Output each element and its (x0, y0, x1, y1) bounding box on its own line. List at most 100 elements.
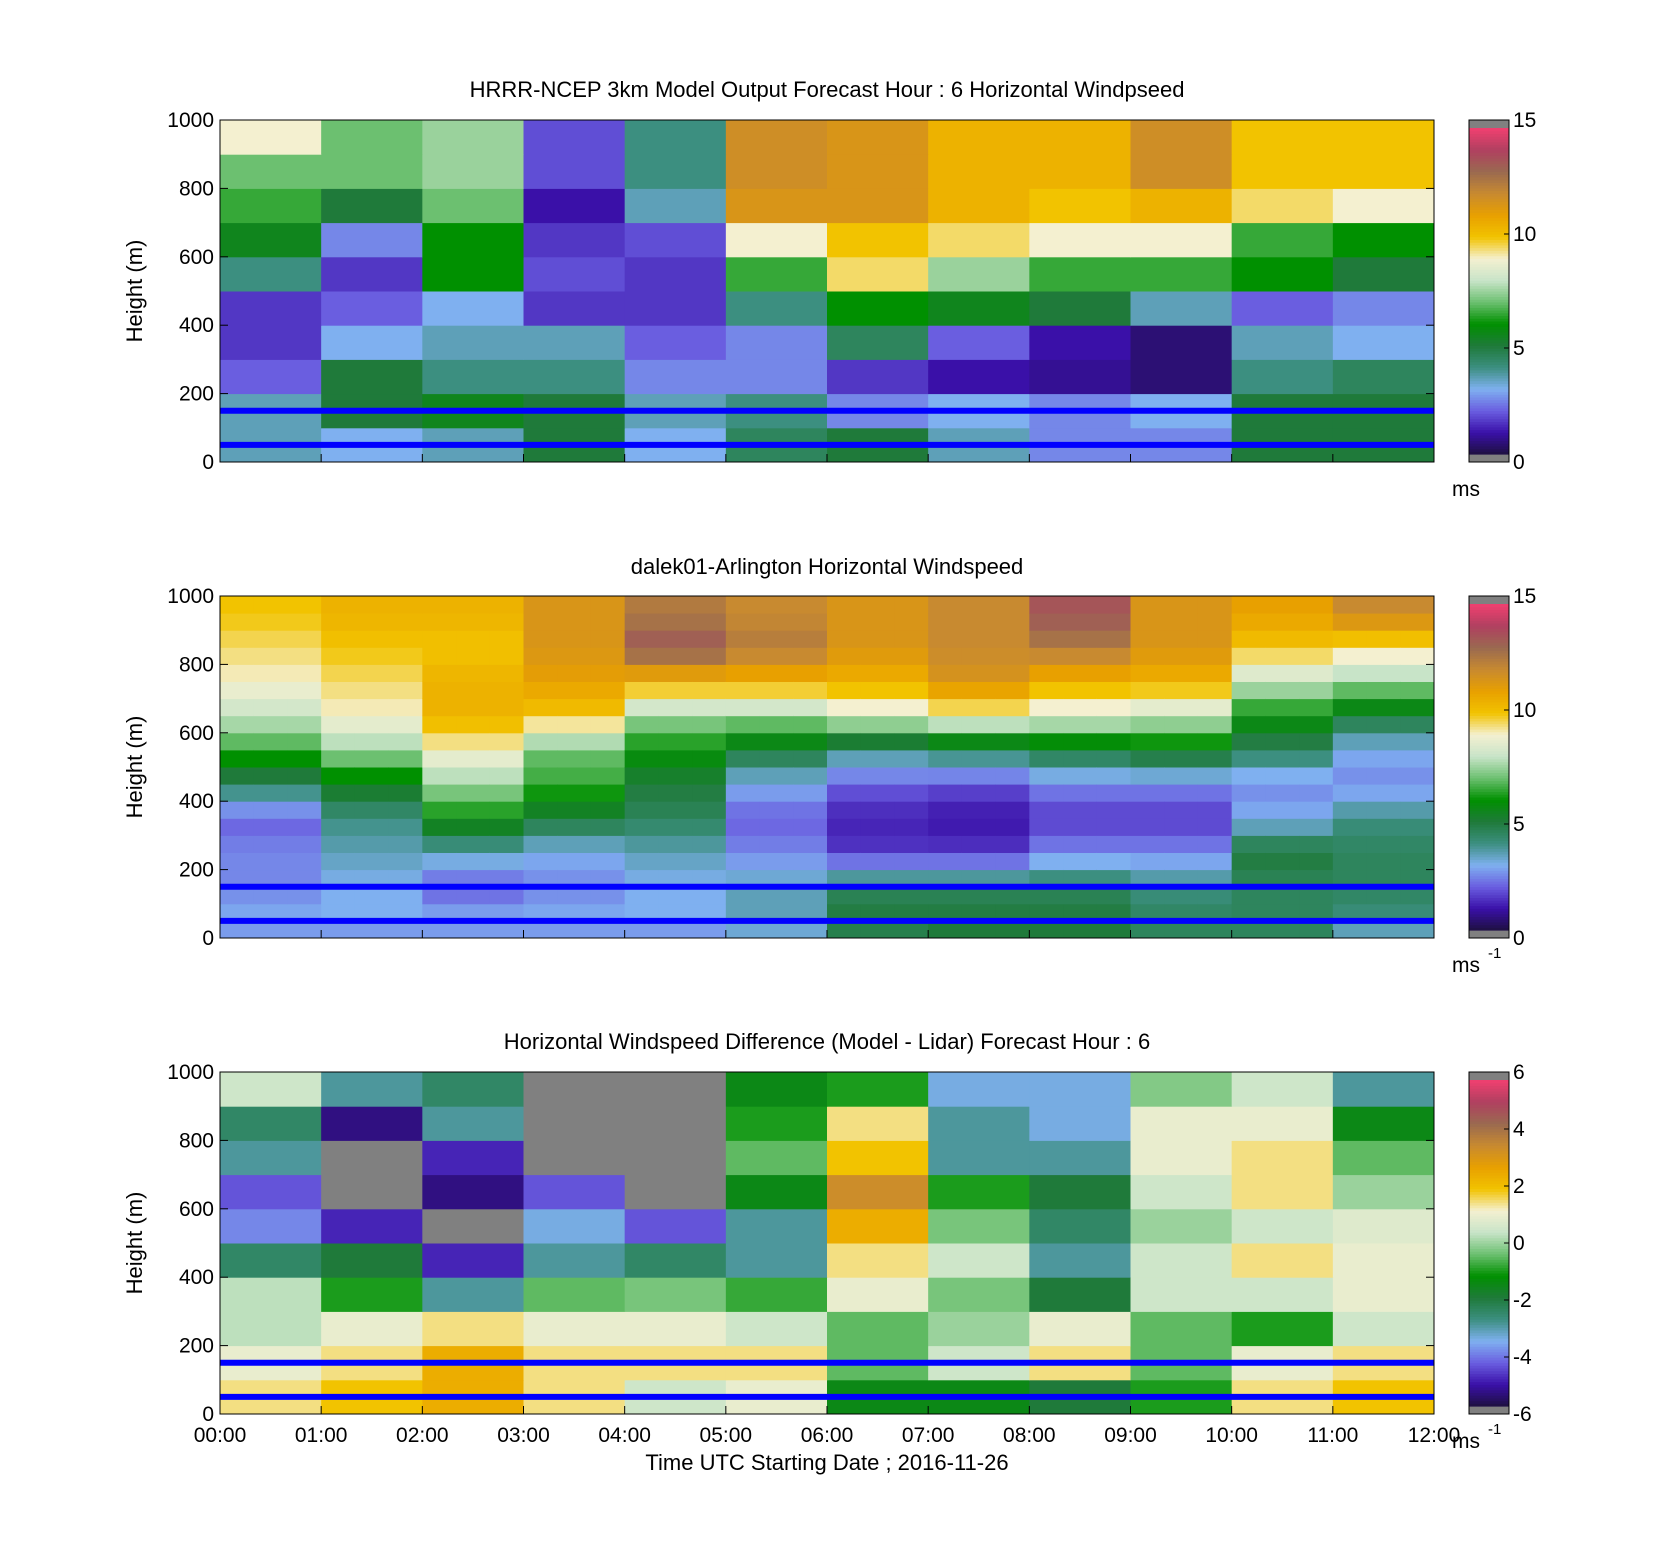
profile-cell (725, 835, 761, 853)
colorbar-segment (1469, 1082, 1509, 1087)
profile-cell (1366, 647, 1401, 665)
profile-cell (624, 681, 659, 700)
profile-cell (489, 596, 524, 614)
profile-cell (523, 784, 558, 802)
profile-cell (793, 664, 828, 682)
profile-cell (725, 647, 761, 665)
heatmap-cell (422, 1106, 524, 1141)
profile-cell (1164, 613, 1199, 631)
heatmap-cell (422, 1311, 524, 1347)
y-tick-label: 400 (179, 790, 214, 813)
profile-cell (1197, 835, 1233, 853)
colorbar-segment (1469, 1156, 1509, 1160)
profile-cell (658, 630, 693, 648)
profile-cell (692, 784, 727, 802)
profile-cell (253, 920, 288, 939)
profile-cell (1366, 749, 1401, 768)
heatmap-cell (523, 1140, 626, 1176)
profile-cell (1265, 681, 1300, 700)
profile-cell (1096, 664, 1131, 682)
profile-cell (624, 852, 659, 871)
colorbar-segment (1469, 1213, 1509, 1217)
heatmap-cell (1130, 120, 1233, 155)
colorbar-tick-label: 2 (1513, 1175, 1525, 1198)
profile-cell (624, 732, 659, 751)
profile-cell (928, 647, 963, 665)
heatmap-cell (1029, 1208, 1131, 1244)
heatmap-cell (1130, 1311, 1233, 1347)
profile-cell (1265, 749, 1300, 768)
profile-cell (354, 852, 390, 871)
colorbar: 0 5 10 15 ms (1452, 109, 1536, 501)
profile-cell (220, 903, 255, 922)
colorbar-segment (1469, 1180, 1509, 1184)
colorbar-frame (1468, 595, 1510, 939)
colorbar-unit: ms (1452, 478, 1480, 501)
profile-cell (827, 681, 862, 700)
profile-cell (1063, 903, 1098, 922)
heatmap-cell (321, 1072, 423, 1107)
profile-cell (220, 920, 255, 939)
profile-cell (1197, 664, 1233, 682)
colorbar-segment (1469, 671, 1509, 676)
profile-cell (422, 818, 457, 836)
profile-cell (1299, 852, 1334, 871)
colorbar-segment (1469, 391, 1509, 395)
profile-cell (759, 852, 794, 871)
colorbar-segment (1469, 1183, 1509, 1187)
heatmap-cell (1130, 291, 1233, 326)
heatmap-cell (422, 154, 524, 189)
colorbar-segment (1469, 1245, 1509, 1250)
profile-cell (995, 818, 1030, 836)
profile-cell (860, 647, 895, 665)
colorbar-segment (1469, 701, 1509, 706)
profile-cell (928, 613, 963, 631)
colorbar-segment (1469, 1093, 1509, 1097)
profile-cell (557, 749, 592, 768)
profile-cell (321, 886, 356, 905)
profile-cell (995, 886, 1030, 905)
profile-cell (253, 801, 288, 819)
colorbar-segment (1469, 255, 1509, 259)
colorbar-segment (1469, 193, 1509, 197)
profile-cell (321, 630, 356, 648)
profile-cell (1332, 886, 1368, 905)
profile-cell (1130, 903, 1165, 922)
profile-cell (1400, 767, 1435, 785)
profile-cell (321, 801, 356, 819)
colorbar-segment (1469, 856, 1509, 860)
profile-cell (1130, 715, 1165, 734)
x-tick-label: 09:00 (1104, 1424, 1157, 1447)
colorbar-segment (1469, 821, 1509, 825)
profile-cell (692, 920, 727, 939)
profile-cell (995, 869, 1030, 888)
heatmap-cell (827, 1106, 929, 1141)
heatmap-cell (1130, 1243, 1233, 1278)
profile-cell (860, 903, 895, 922)
colorbar-segment (1469, 1107, 1509, 1111)
profile-cell (995, 767, 1030, 785)
profile-cell (759, 869, 794, 888)
profile-cell (860, 818, 895, 836)
profile-cell (523, 749, 558, 768)
heatmap-cell (928, 1311, 1030, 1347)
profile-cell (860, 852, 895, 871)
profile-cell (388, 596, 423, 614)
colorbar-segment (1469, 737, 1509, 741)
profile-cell (590, 732, 626, 751)
profile-cell (894, 630, 929, 648)
profile-cell (624, 869, 659, 888)
profile-cell (1197, 784, 1233, 802)
heatmap-cell (928, 256, 1030, 292)
profile-cell (793, 818, 828, 836)
heatmap-cell (624, 1208, 727, 1244)
profile-cell (1164, 784, 1199, 802)
profile-cell (1366, 630, 1401, 648)
heatmap-cell (725, 325, 828, 360)
profile-cell (456, 715, 491, 734)
profile-cell (1197, 818, 1233, 836)
profile-cell (658, 664, 693, 682)
heatmap-cell (220, 1106, 322, 1141)
profile-cell (1231, 852, 1266, 871)
y-tick-label: 1000 (167, 585, 214, 608)
